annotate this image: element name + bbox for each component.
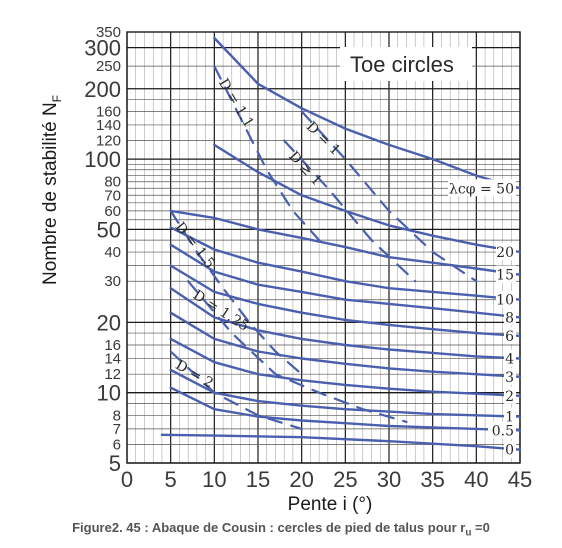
series-label-bg-2 (496, 265, 516, 283)
y-tick-label-15: 16 (104, 337, 121, 354)
d-line-5 (169, 350, 303, 430)
series-label-6: 4 (505, 352, 514, 368)
y-axis-title-group: Nombre de stabilité NF (40, 95, 64, 285)
y-tick-label-8: 80 (104, 174, 121, 191)
x-tick-label-7: 35 (420, 467, 444, 492)
d-line-label-2: D = 1.1 (215, 76, 257, 131)
lambda-curves (160, 36, 522, 451)
series-line-6 (169, 287, 522, 360)
series-label-11: 0 (505, 443, 514, 459)
x-tick-label-6: 30 (377, 467, 401, 492)
x-tick-label-9: 45 (508, 467, 532, 492)
series-label-bg-10 (488, 421, 516, 439)
series-line-7 (169, 311, 522, 378)
series-label-8: 2 (505, 389, 514, 405)
series-label-10: 0.5 (492, 423, 514, 439)
x-axis-title: Pente i (°) (288, 494, 373, 515)
y-tick-label-12: 40 (104, 244, 121, 261)
y-tick-label-0: 350 (96, 24, 121, 41)
d-line-3 (169, 209, 303, 376)
cousin-chart: D = 1D ≥ 1D = 1.1D = 1.5D = 1.25D = 2 35… (40, 24, 532, 515)
series-line-10 (169, 386, 522, 432)
figure-caption: Figure2. 45 : Abaque de Cousin : cercles… (0, 520, 562, 539)
series-line-3 (169, 226, 522, 301)
d-line-2 (213, 65, 321, 242)
x-tick-label-5: 25 (333, 467, 357, 492)
series-label-2: 15 (496, 268, 514, 284)
y-axis-title-sub: F (50, 95, 64, 102)
plot-frame (126, 31, 521, 464)
y-tick-label-5: 140 (96, 117, 121, 134)
y-tick-label-4: 160 (96, 103, 121, 120)
y-tick-label-21: 6 (113, 437, 121, 454)
d-line-label-3: D = 1.5 (172, 219, 218, 271)
series-line-11 (160, 433, 522, 451)
d-line-label-5: D = 2 (173, 357, 216, 391)
series-label-4: 8 (505, 310, 514, 326)
x-tick-label-2: 10 (202, 467, 226, 492)
series-line-2 (169, 209, 522, 276)
d-line-4 (187, 280, 408, 423)
series-label-bg-6 (504, 349, 516, 367)
y-tick-label-22: 5 (109, 451, 121, 476)
series-line-9 (169, 368, 522, 418)
series-label-bg-0 (448, 179, 516, 197)
y-tick-label-9: 70 (104, 187, 121, 204)
caption-sub: u (465, 527, 472, 539)
series-line-4 (169, 243, 522, 319)
series-label-bg-9 (504, 407, 516, 425)
y-tick-label-14: 20 (97, 310, 121, 335)
series-label-bg-7 (504, 367, 516, 385)
y-tick-label-7: 100 (84, 147, 121, 172)
caption-tail: =0 (471, 520, 490, 535)
series-line-0 (213, 36, 522, 190)
series-label-7: 3 (505, 370, 514, 386)
series-label-3: 10 (496, 293, 514, 309)
y-axis-title: Nombre de stabilité NF (40, 95, 64, 285)
series-label-0: λcφ = 50 (449, 181, 514, 197)
series-label-5: 6 (505, 329, 514, 345)
annotation-toe-circles: Toe circles (350, 52, 454, 77)
y-tick-label-2: 250 (96, 58, 121, 75)
d-line-0 (300, 110, 478, 283)
series-label-bg-1 (496, 243, 516, 261)
x-tick-label-0: 0 (121, 467, 133, 492)
series-label-bg-4 (504, 308, 516, 326)
x-tick-label-4: 20 (289, 467, 313, 492)
y-tick-label-19: 8 (113, 407, 121, 424)
x-tick-label-3: 15 (246, 467, 270, 492)
x-tick-label-1: 5 (165, 467, 177, 492)
y-tick-label-1: 300 (84, 36, 121, 61)
y-tick-label-11: 50 (97, 217, 121, 242)
series-line-1 (213, 143, 522, 254)
series-label-bg-8 (504, 386, 516, 404)
x-tick-labels: 0 5 10 15 20 25 30 35 40 45 (121, 467, 532, 492)
y-tick-label-17: 12 (104, 366, 121, 383)
y-tick-label-18: 10 (97, 381, 121, 406)
x-tick-label-8: 40 (464, 467, 488, 492)
y-tick-label-13: 30 (104, 273, 121, 290)
series-label-bg-3 (496, 290, 516, 308)
y-tick-label-3: 200 (84, 77, 121, 102)
series-label-1: 20 (496, 245, 514, 261)
y-axis-title-main: Nombre de stabilité N (40, 102, 61, 285)
y-tick-label-16: 14 (104, 351, 121, 368)
annotation-box (340, 47, 472, 81)
curve-labels: λcφ = 50 20 15 108 6 4 3 2 10.5 0 (448, 179, 516, 459)
grid (126, 31, 521, 464)
d-line-1 (283, 139, 417, 283)
series-label-9: 1 (505, 410, 514, 426)
series-line-8 (169, 337, 522, 397)
y-tick-label-20: 7 (113, 421, 121, 438)
series-label-bg-5 (504, 326, 516, 344)
caption-text: Figure2. 45 : Abaque de Cousin : cercles… (72, 520, 466, 535)
y-tick-label-10: 60 (104, 203, 121, 220)
series-label-bg-11 (504, 440, 516, 458)
d-line-label-1: D ≥ 1 (285, 148, 325, 189)
y-tick-label-6: 120 (96, 133, 121, 150)
